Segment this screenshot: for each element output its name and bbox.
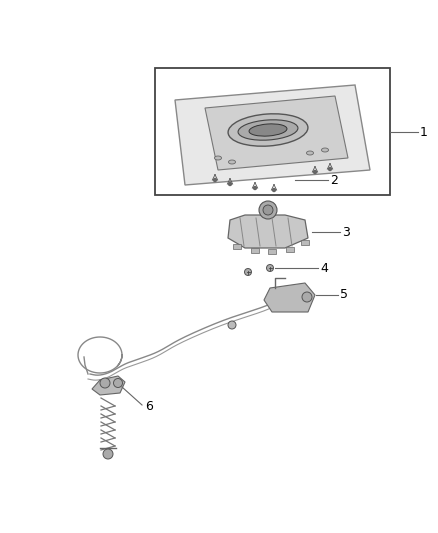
- Polygon shape: [205, 96, 348, 170]
- Text: 2: 2: [330, 174, 338, 187]
- Bar: [268, 249, 276, 254]
- Ellipse shape: [238, 120, 298, 140]
- Circle shape: [100, 378, 110, 388]
- Ellipse shape: [215, 156, 222, 160]
- Ellipse shape: [307, 151, 314, 155]
- Bar: [155, 68, 390, 195]
- Circle shape: [263, 205, 273, 215]
- Circle shape: [213, 179, 216, 182]
- Polygon shape: [175, 85, 370, 185]
- Circle shape: [314, 171, 317, 174]
- Polygon shape: [264, 283, 315, 312]
- Bar: [251, 248, 259, 253]
- Bar: [286, 247, 294, 252]
- Text: 1: 1: [420, 125, 428, 139]
- Circle shape: [266, 264, 273, 271]
- Bar: [301, 240, 309, 245]
- Circle shape: [328, 167, 332, 171]
- Ellipse shape: [229, 160, 236, 164]
- Ellipse shape: [228, 114, 308, 146]
- Circle shape: [244, 269, 251, 276]
- Ellipse shape: [321, 148, 328, 152]
- Text: 6: 6: [145, 400, 153, 414]
- Circle shape: [113, 378, 123, 387]
- Circle shape: [229, 182, 232, 185]
- Ellipse shape: [249, 124, 287, 136]
- Circle shape: [259, 201, 277, 219]
- Text: 4: 4: [320, 262, 328, 274]
- Bar: [233, 244, 241, 249]
- Polygon shape: [92, 376, 125, 395]
- Circle shape: [103, 449, 113, 459]
- Circle shape: [254, 187, 257, 190]
- Polygon shape: [228, 215, 308, 248]
- Circle shape: [272, 189, 276, 191]
- Circle shape: [228, 321, 236, 329]
- Circle shape: [302, 292, 312, 302]
- Text: 3: 3: [342, 225, 350, 238]
- Text: 5: 5: [340, 288, 348, 302]
